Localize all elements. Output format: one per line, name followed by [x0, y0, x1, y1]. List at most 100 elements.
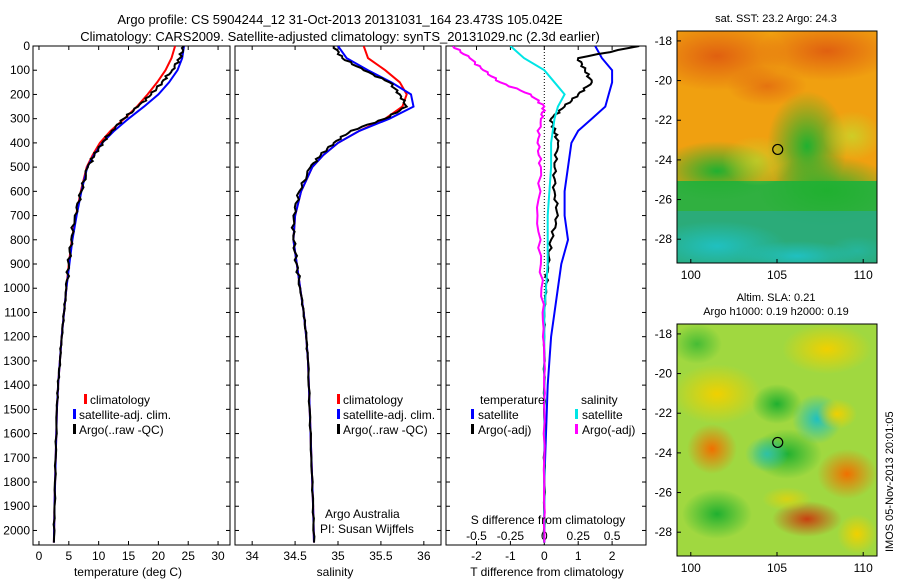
legend-label-climatology: climatology — [90, 393, 150, 407]
legend-swatch-climatology — [337, 394, 340, 404]
map-ytick-label: -26 — [655, 193, 673, 207]
map-ytick-label: -18 — [655, 327, 673, 341]
legend-swatch-climatology — [84, 394, 87, 404]
legend-swatch-argo — [73, 424, 76, 434]
xtick-label: 10 — [92, 549, 106, 563]
map-ytick-label: -18 — [655, 34, 673, 48]
sla-map-title-line1: Altim. SLA: 0.21 — [737, 292, 816, 304]
ytick-label: 1900 — [3, 499, 30, 513]
xtick-label: -2 — [471, 549, 482, 563]
ytick-label: 1200 — [3, 330, 30, 344]
map-ytick-label: -26 — [655, 486, 673, 500]
ytick-label: 500 — [10, 160, 30, 174]
ytick-label: 1700 — [3, 451, 30, 465]
ytick-label: 200 — [10, 87, 30, 101]
ytick-label: 900 — [10, 257, 30, 271]
sla-map — [676, 323, 878, 557]
series-line-climatology — [52, 46, 177, 543]
xtick-label: 15 — [122, 549, 136, 563]
legend-label-argo: Argo(..raw -QC) — [343, 423, 428, 437]
ytick-label: 2000 — [3, 523, 30, 537]
figure-title-line2: Climatology: CARS2009. Satellite-adjuste… — [80, 29, 600, 44]
xtick-label-salinity: -0.5 — [466, 529, 487, 543]
series-line-temperature-satellite — [543, 46, 614, 543]
map-ytick-label: -22 — [655, 406, 673, 420]
map-xtick-label: 110 — [854, 268, 873, 282]
map-ytick-label: -28 — [655, 525, 673, 539]
ytick-label: 1000 — [3, 281, 30, 295]
ytick-label: 1500 — [3, 402, 30, 416]
legend-swatch-satellite — [337, 409, 340, 419]
temperature-axes — [32, 45, 231, 546]
ytick-label: 1400 — [3, 378, 30, 392]
map-xtick-label: 105 — [767, 561, 787, 575]
map-ytick-label: -24 — [655, 153, 673, 167]
series-line-argo-raw-qc- — [290, 46, 409, 543]
map-ytick-label: -24 — [655, 446, 673, 460]
legend-label-satellite: satellite-adj. clim. — [79, 408, 171, 422]
legend-label-s-satellite: satellite — [582, 408, 623, 422]
xtick-label: 35.5 — [369, 549, 393, 563]
sst-map — [676, 30, 878, 264]
xtick-label: 30 — [211, 549, 225, 563]
legend-label-s-argo: Argo(-adj) — [582, 423, 635, 437]
argo-float-marker — [772, 143, 784, 156]
legend-label-argo: Argo(..raw -QC) — [79, 423, 164, 437]
salinity-legend: climatology satellite-adj. clim. Argo(..… — [337, 393, 435, 437]
difference-legend: temperature salinity satellite Argo(-adj… — [471, 393, 635, 437]
ytick-label: 700 — [10, 209, 30, 223]
xtick-label: 20 — [152, 549, 166, 563]
map-xtick-label: 100 — [681, 268, 701, 282]
ytick-label: 1800 — [3, 475, 30, 489]
map-ytick-label: -22 — [655, 113, 673, 127]
ytick-label: 1300 — [3, 354, 30, 368]
salinity-xlabel: salinity — [317, 565, 354, 579]
xtick-label-salinity: 0.5 — [604, 529, 621, 543]
ytick-label: 800 — [10, 233, 30, 247]
legend-swatch-satellite — [73, 409, 76, 419]
legend-title-salinity: salinity — [581, 393, 618, 407]
map-ytick-label: -20 — [655, 74, 673, 88]
ytick-label: 100 — [10, 63, 30, 77]
map-xtick-label: 105 — [767, 268, 787, 282]
salinity-difference-xlabel: S difference from climatology — [471, 513, 626, 527]
xtick-label: 35 — [331, 549, 345, 563]
legend-label-climatology: climatology — [343, 393, 403, 407]
xtick-label: 36 — [417, 549, 431, 563]
ytick-label: 1600 — [3, 427, 30, 441]
figure-title-line1: Argo profile: CS 5904244_12 31-Oct-2013 … — [117, 12, 563, 27]
legend-swatch-t-argo — [471, 424, 474, 434]
sst-map-title: sat. SST: 23.2 Argo: 24.3 — [715, 13, 837, 25]
ytick-label: 1100 — [4, 305, 30, 319]
temperature-legend: climatology satellite-adj. clim. Argo(..… — [73, 393, 171, 437]
timestamp: IMOS 05-Nov-2013 20:01:05 — [884, 411, 896, 552]
credit-line2: PI: Susan Wijffels — [320, 522, 414, 536]
series-line-salinity-argo-adj- — [452, 46, 547, 543]
temperature-xlabel: temperature (deg C) — [74, 565, 182, 579]
series-line-climatology — [292, 46, 408, 543]
map-xtick-label: 110 — [854, 561, 873, 575]
map-xtick-label: 100 — [681, 561, 701, 575]
ytick-label: 0 — [23, 39, 30, 53]
xtick-label: 34 — [245, 549, 259, 563]
xtick-label-salinity: -0.25 — [497, 529, 525, 543]
legend-label-t-argo: Argo(-adj) — [478, 423, 531, 437]
map-ytick-label: -20 — [655, 367, 673, 381]
xtick-label: 34.5 — [283, 549, 307, 563]
xtick-label-salinity: 0.25 — [567, 529, 591, 543]
legend-swatch-s-satellite — [575, 409, 578, 419]
argo-float-marker — [772, 436, 784, 449]
xtick-label: 2 — [609, 549, 616, 563]
legend-swatch-argo — [337, 424, 340, 434]
legend-label-satellite: satellite-adj. clim. — [343, 408, 435, 422]
ytick-label: 300 — [10, 112, 30, 126]
legend-swatch-s-argo — [575, 424, 578, 434]
series-line-satellite-adj-clim- — [52, 46, 185, 543]
sla-map-title-line2: Argo h1000: 0.19 h2000: 0.19 — [703, 306, 849, 318]
map-ytick-label: -28 — [655, 232, 673, 246]
xtick-label: 0 — [541, 549, 548, 563]
difference-xlabel: T difference from climatology — [470, 565, 624, 579]
ytick-label: 400 — [10, 136, 30, 150]
legend-title-temperature: temperature — [480, 393, 545, 407]
